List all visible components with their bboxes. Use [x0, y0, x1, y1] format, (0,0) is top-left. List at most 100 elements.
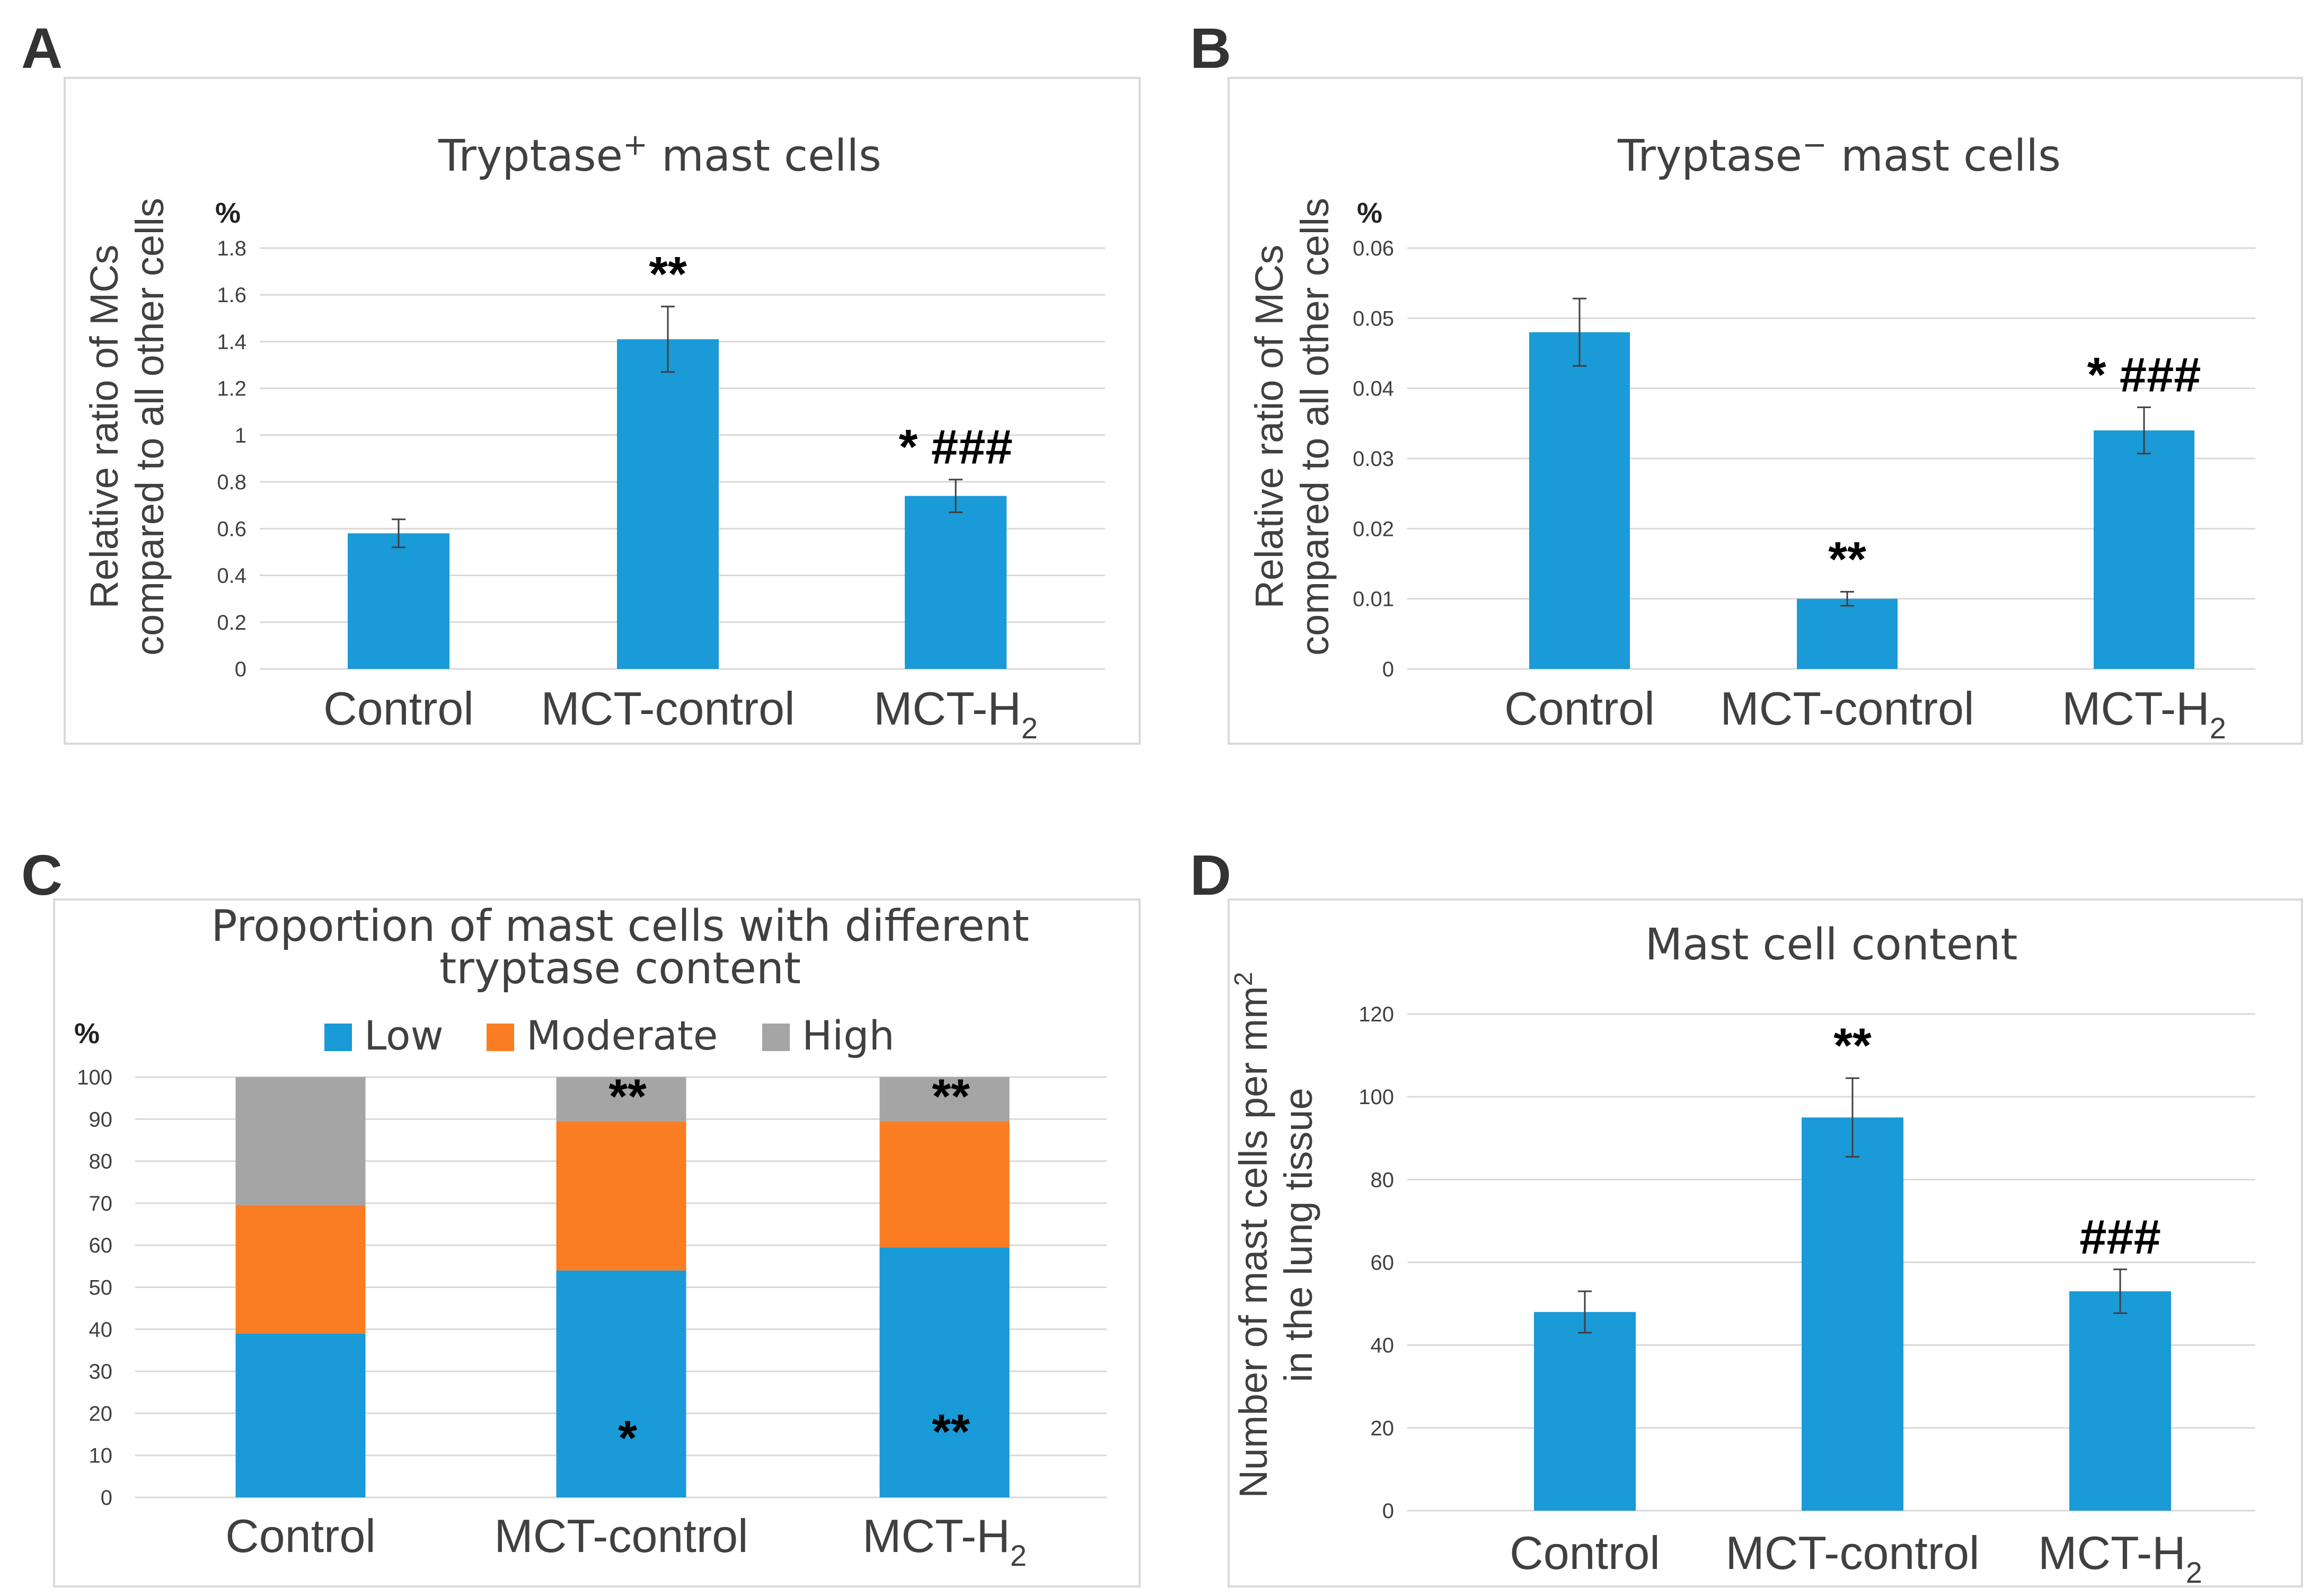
- panel-b-tick-label: 0.03: [1353, 447, 1394, 471]
- legend-swatch-low: [324, 1024, 352, 1051]
- panel-b-bar: [2094, 430, 2194, 669]
- panel-d: D Mast cell content Number of mast cells…: [1190, 843, 2303, 1589]
- panel-a-tick-label: 0.6: [217, 517, 246, 541]
- panel-d-significance-label: ###: [2079, 1210, 2161, 1264]
- panel-a-category-label: MCT-control: [541, 682, 795, 735]
- panel-a-significance-label: * ###: [899, 420, 1013, 474]
- panel-b-tick-label: 0.05: [1353, 307, 1394, 330]
- legend-label-low: Low: [364, 1012, 444, 1059]
- panel-letter-d: D: [1190, 843, 1231, 907]
- panel-b-ylabel-line2: compared to all other cells: [1293, 198, 1337, 656]
- panel-a-tick-label: 1.2: [217, 377, 246, 401]
- panel-a-bar: [348, 533, 449, 669]
- panel-c-tick-label: 50: [89, 1276, 113, 1300]
- panel-b-title: Tryptase− mast cells: [1617, 128, 2061, 181]
- panel-b-tick-label: 0.02: [1353, 517, 1394, 541]
- panel-a-tick-label: 0.8: [217, 471, 246, 494]
- panel-c-tick-label: 40: [89, 1318, 113, 1342]
- panel-b: B Tryptase− mast cells % Relative ratio …: [1190, 16, 2303, 745]
- panel-b-category-label: Control: [1504, 682, 1655, 735]
- panel-b-tick-label: 0.06: [1353, 237, 1394, 260]
- panel-b-plot: 0 0.01 0.02 0.03 0.04 0.05 0.06 Control ** MCT-co…: [1353, 237, 2255, 745]
- panel-a-tick-label: 0.4: [217, 565, 246, 588]
- panel-b-category-label: MCT-H2: [2062, 682, 2226, 745]
- panel-d-category-label: MCT-H2: [2038, 1527, 2202, 1589]
- panel-c-segment-high: [879, 1077, 1010, 1122]
- panel-b-tick-label: 0: [1382, 658, 1394, 681]
- panel-d-tick-label: 0: [1382, 1500, 1394, 1523]
- panel-b-bar: [1529, 332, 1630, 669]
- panel-b-significance-label: **: [1828, 532, 1866, 586]
- panel-letter-b: B: [1190, 16, 1231, 80]
- panel-a-unit: %: [215, 197, 241, 229]
- panel-a-tick-label: 1.6: [217, 284, 246, 307]
- panel-d-bar: [1534, 1312, 1636, 1511]
- panel-letter-c: C: [21, 843, 63, 907]
- legend-label-moderate: Moderate: [526, 1012, 718, 1059]
- panel-d-bar: [2069, 1291, 2171, 1511]
- panel-c-unit: %: [74, 1018, 100, 1050]
- panel-c-segment-high: [556, 1077, 686, 1122]
- panel-d-frame: [1228, 898, 2303, 1588]
- panel-b-unit: %: [1357, 197, 1382, 229]
- panel-a-tick-label: 1.4: [217, 330, 246, 354]
- panel-c: C Proportion of mast cells with differen…: [21, 843, 1141, 1588]
- panel-c-significance-label: **: [608, 1070, 647, 1124]
- panel-b-tick-label: 0.01: [1353, 588, 1394, 611]
- legend-swatch-moderate: [487, 1024, 514, 1051]
- panel-d-ylabel-line1: Number of mast cells per mm2: [1230, 972, 1275, 1498]
- panel-c-category-label: MCT-H2: [862, 1510, 1027, 1572]
- panel-c-segment-low: [556, 1270, 686, 1497]
- panel-a-title: Tryptase+ mast cells: [438, 128, 881, 181]
- panel-a-category-label: Control: [323, 682, 474, 735]
- panel-a-tick-label: 0: [235, 658, 246, 681]
- panel-a-significance-label: **: [649, 247, 687, 301]
- legend-swatch-high: [762, 1024, 790, 1051]
- panel-a-ylabel-line1: Relative ratio of MCs: [82, 245, 126, 609]
- panel-d-category-label: Control: [1510, 1527, 1660, 1579]
- panel-c-tick-label: 0: [101, 1486, 112, 1510]
- panel-b-frame: [1228, 77, 2303, 745]
- panel-letter-a: A: [21, 16, 63, 80]
- panel-c-title-line2: tryptase content: [439, 944, 801, 994]
- panel-a-tick-label: 0.2: [217, 611, 246, 634]
- panel-c-category-label: Control: [225, 1510, 376, 1562]
- panel-d-ylabel-line2: in the lung tissue: [1276, 1088, 1320, 1382]
- panel-c-segment-low: [879, 1247, 1010, 1497]
- panel-d-title: Mast cell content: [1645, 920, 2017, 970]
- panel-d-tick-label: 100: [1359, 1086, 1394, 1109]
- panel-b-tick-label: 0.04: [1353, 377, 1394, 401]
- panel-d-tick-label: 120: [1359, 1003, 1394, 1026]
- panel-a-category-label: MCT-H2: [874, 682, 1038, 745]
- panel-d-category-label: MCT-control: [1725, 1527, 1979, 1579]
- panel-b-significance-label: * ###: [2087, 348, 2201, 402]
- panel-c-significance-label: **: [932, 1070, 970, 1124]
- panel-c-segment-moderate: [879, 1121, 1010, 1248]
- panel-c-title-line1: Proportion of mast cells with different: [211, 901, 1029, 951]
- panel-a-frame: [64, 77, 1141, 745]
- panel-b-ylabel-line1: Relative ratio of MCs: [1247, 245, 1291, 609]
- panel-a-plot: 0 0.2 0.4 0.6 0.8 1 1.2 1.4 1.6 1.8 Control ** MCT-c…: [217, 237, 1105, 745]
- panel-c-significance-label: *: [618, 1411, 637, 1465]
- panel-d-tick-label: 20: [1371, 1417, 1395, 1440]
- panel-a-bar: [617, 339, 719, 669]
- panel-a-bar: [905, 496, 1007, 669]
- panel-c-tick-label: 70: [89, 1192, 113, 1215]
- panel-c-tick-label: 90: [89, 1108, 113, 1131]
- panel-c-tick-label: 60: [89, 1234, 113, 1257]
- panel-d-tick-label: 60: [1371, 1251, 1395, 1275]
- panel-c-category-label: MCT-control: [494, 1510, 748, 1562]
- panel-c-significance-label: **: [932, 1405, 970, 1459]
- panel-b-bar: [1797, 598, 1898, 669]
- panel-d-significance-label: **: [1833, 1019, 1872, 1073]
- panel-c-segment-high: [235, 1077, 366, 1205]
- panel-c-segment-moderate: [235, 1205, 366, 1334]
- panel-c-plot: 0102030405060708090100Control***MCT-cont…: [77, 1066, 1107, 1572]
- panel-c-legend: Low Moderate High: [324, 1012, 895, 1059]
- panel-c-tick-label: 20: [89, 1402, 113, 1425]
- panel-a: A Tryptase+ mast cells % Relative ratio …: [21, 16, 1141, 745]
- panel-a-tick-label: 1.8: [217, 237, 246, 260]
- panel-c-segment-moderate: [556, 1121, 686, 1271]
- panel-d-tick-label: 80: [1371, 1168, 1395, 1192]
